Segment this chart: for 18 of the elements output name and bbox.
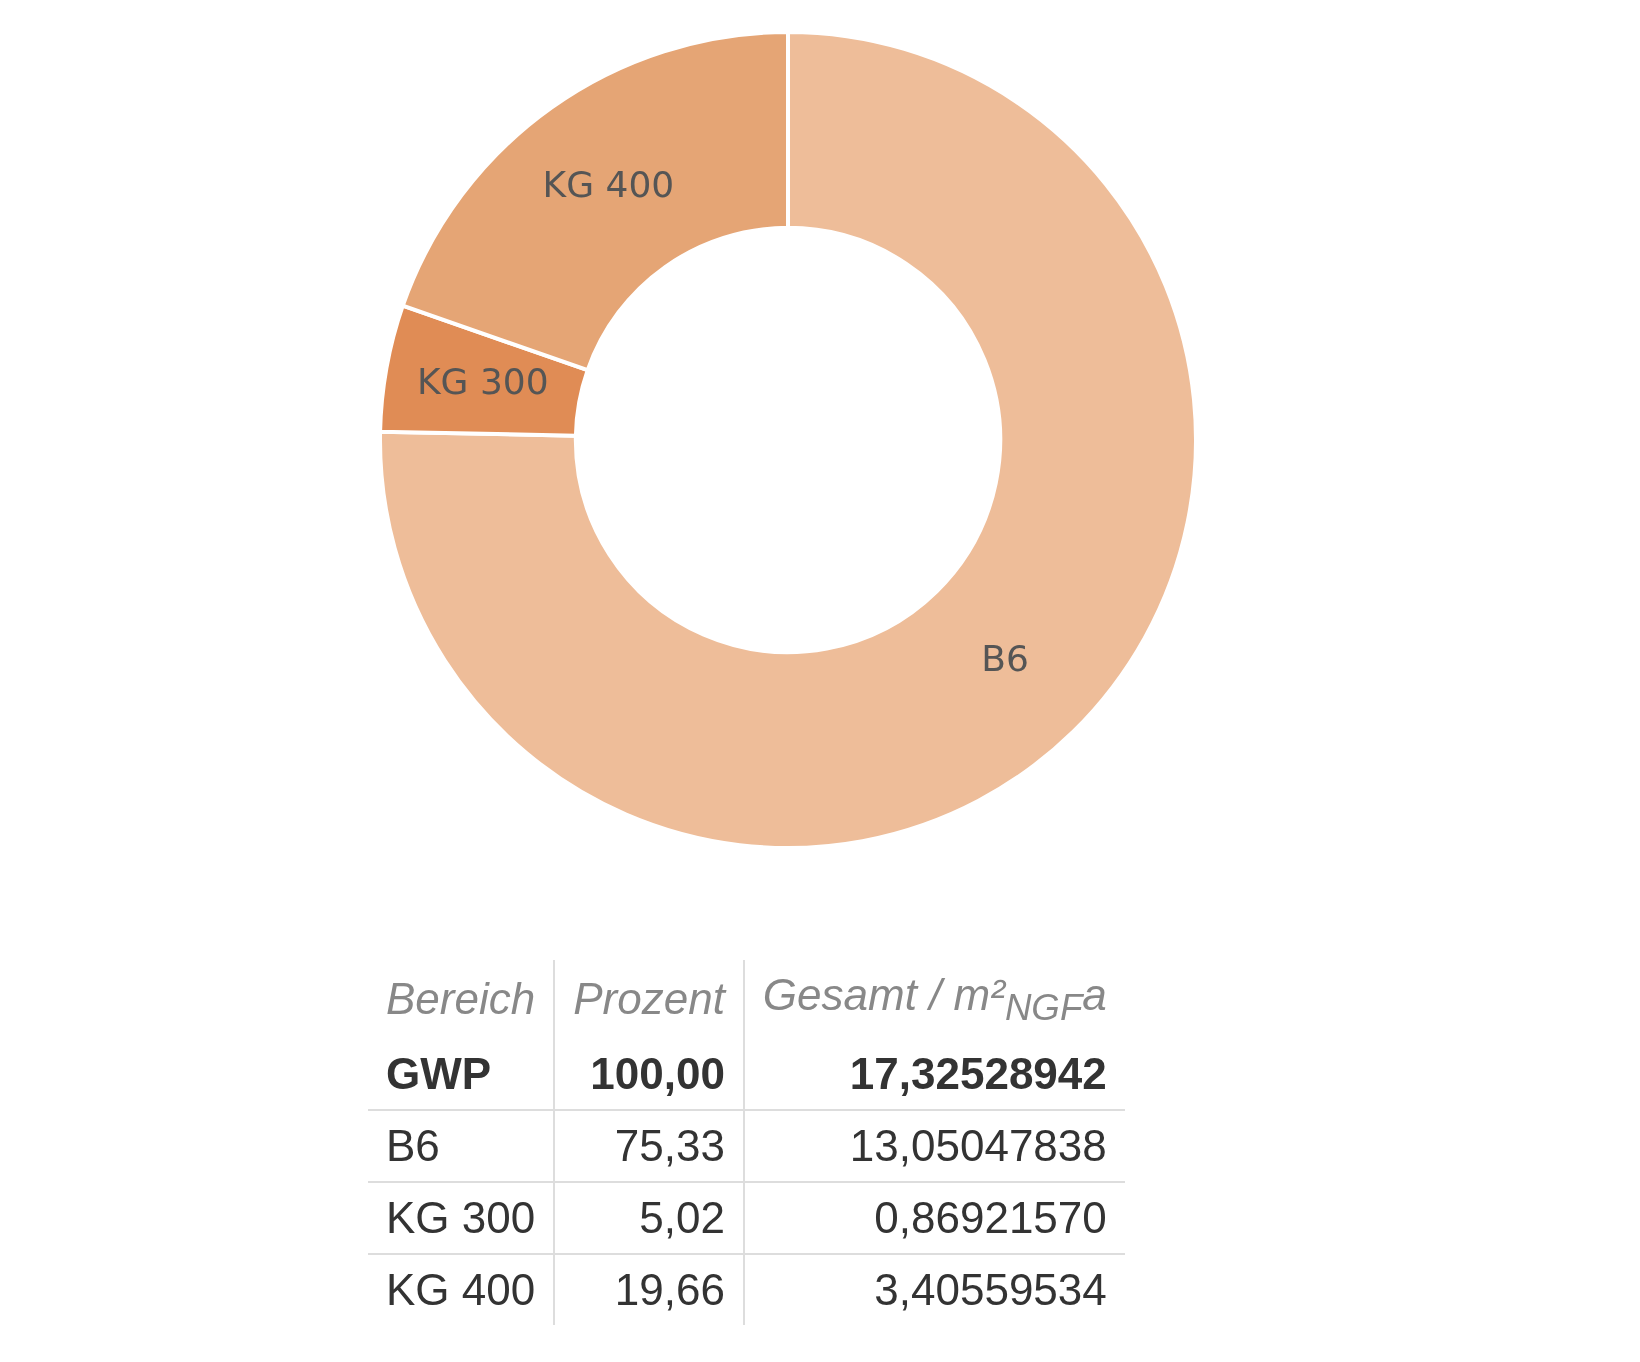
slice-label: KG 300 <box>416 361 549 403</box>
text: Gesamt / m²$_{NGF}$a <box>761 969 1108 1030</box>
category-label: KG 400 <box>386 1264 536 1314</box>
text: 13,05047838 <box>848 1119 1108 1172</box>
category-label: KG 300 <box>386 1192 536 1242</box>
text: GWP <box>368 1038 555 1110</box>
text: 5,02 <box>554 1181 744 1254</box>
text: 17,32528942 <box>848 1047 1108 1100</box>
text: 0,86921570 <box>873 1191 1108 1244</box>
text: 100,00 <box>554 1038 744 1110</box>
text: Prozent <box>554 960 744 1039</box>
slice-label: B6 <box>368 1109 555 1182</box>
text: 3,40559534 <box>873 1263 1108 1316</box>
text: 75,33 <box>554 1109 744 1182</box>
slice-label: B6 <box>981 637 1029 679</box>
text: Bereich <box>368 960 555 1039</box>
slice-label: KG 400 <box>542 163 675 205</box>
text: 19,66 <box>554 1253 744 1325</box>
